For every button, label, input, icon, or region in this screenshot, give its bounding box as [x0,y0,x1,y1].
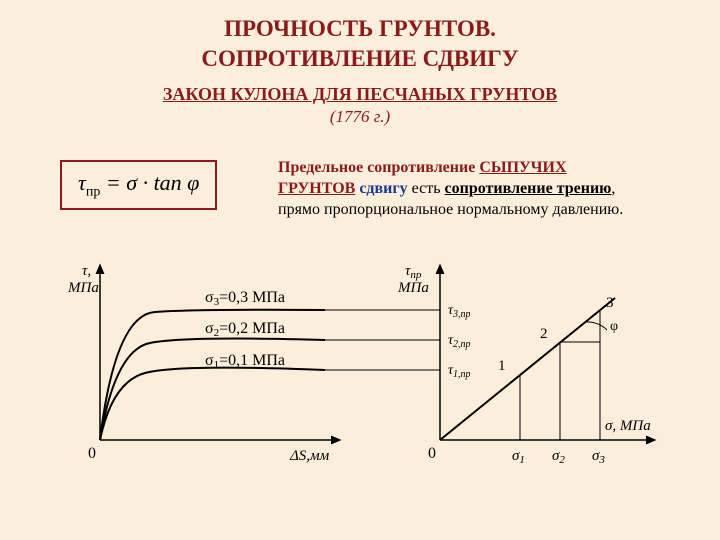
left-chart: τ, МПа ΔS,мм 0 σ3=0,3 МПа σ2=0,2 МПа σ1=… [67,263,340,464]
left-ylabel-2: МПа [67,280,99,296]
left-ylabel-1: τ, [82,263,91,279]
tau2-label: τ2,пр [448,333,471,350]
left-origin: 0 [88,445,96,462]
formula-box: τпр = σ · tan φ [60,160,217,210]
left-xlabel: ΔS,мм [289,448,330,464]
charts-svg: τ, МПа ΔS,мм 0 σ3=0,3 МПа σ2=0,2 МПа σ1=… [60,260,670,520]
phi-label: φ [610,319,618,334]
pt1-label: 1 [498,358,506,374]
formula-tau: τ [78,170,86,195]
desc-2d: сопротивление трению [445,180,612,197]
charts-area: τ, МПа ΔS,мм 0 σ3=0,3 МПа σ2=0,2 МПа σ1=… [60,260,670,520]
desc-2e: , [611,180,615,197]
right-ylabel-2: МПа [397,280,429,296]
title-line-1: ПРОЧНОСТЬ ГРУНТОВ. [224,16,496,41]
sigma3-label: σ3 [592,448,605,466]
pt3-label: 3 [606,295,614,311]
curve-sigma1 [100,368,325,440]
tau3-label: τ3,пр [448,303,471,320]
main-title: ПРОЧНОСТЬ ГРУНТОВ. СОПРОТИВЛЕНИЕ СДВИГУ [0,0,720,74]
desc-2a: ГРУНТОВ [278,180,355,197]
desc-2c: есть [408,180,445,197]
desc-1a: Предельное сопротивление [278,159,479,176]
formula-sub: пр [86,184,101,199]
tau1-label: τ1,пр [448,363,471,380]
connector-lines [325,310,440,370]
right-origin: 0 [428,445,436,462]
formula-rest: = σ · tan φ [100,170,199,195]
desc-1b: СЫПУЧИХ [479,159,566,176]
right-xlabel: σ, МПа [605,418,651,434]
year-label: (1776 г.) [0,107,720,127]
curve-label-2: σ2=0,2 МПа [205,320,285,339]
description-block: Предельное сопротивление СЫПУЧИХ ГРУНТОВ… [278,158,698,220]
phi-arc [585,322,607,330]
desc-2b: сдвигу [355,180,407,197]
desc-3: прямо пропорциональное нормальному давле… [278,201,623,218]
sigma1-label: σ1 [512,448,525,466]
subtitle: ЗАКОН КУЛОНА ДЛЯ ПЕСЧАНЫХ ГРУНТОВ [0,84,720,105]
title-line-2: СОПРОТИВЛЕНИЕ СДВИГУ [201,46,518,71]
sigma2-label: σ2 [552,448,565,466]
curve-label-1: σ1=0,1 МПа [205,352,285,371]
right-chart: τпр МПа σ, МПа 0 φ τ1,пр 1 σ1 τ2,пр 2 σ2… [397,263,655,466]
right-ylabel-1: τпр [405,263,422,281]
pt2-label: 2 [540,326,548,342]
curve-label-3: σ3=0,3 МПа [205,289,285,308]
